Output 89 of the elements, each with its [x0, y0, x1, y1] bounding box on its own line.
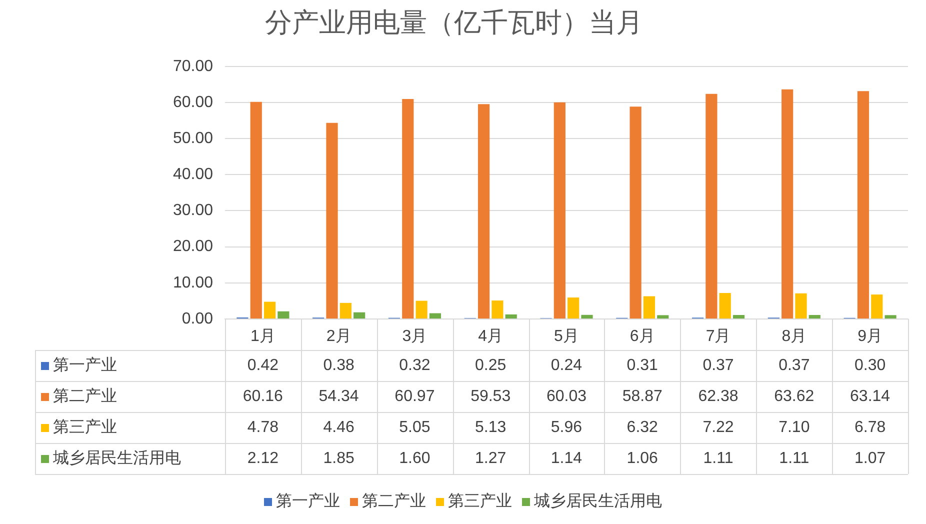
data-label: 1.06	[626, 450, 658, 468]
data-label: 62.38	[698, 388, 738, 406]
data-label: 0.37	[778, 356, 810, 374]
bar	[568, 297, 580, 318]
bar	[808, 314, 820, 318]
x-tick-label: 4月	[478, 328, 504, 346]
data-label: 63.14	[850, 388, 890, 406]
data-label: 60.97	[394, 388, 435, 406]
y-tick-label: 70.00	[172, 58, 214, 75]
x-tick-label: 6月	[630, 328, 655, 346]
data-label: 0.25	[475, 356, 506, 374]
text: 第二产业	[362, 493, 426, 510]
bar	[732, 314, 745, 318]
data-label: 4.46	[323, 418, 354, 436]
data-label: 4.78	[247, 418, 278, 436]
data-label: 60.16	[242, 388, 283, 406]
x-tick-label: 5月	[554, 328, 579, 346]
y-tick-label: 30.00	[172, 202, 214, 220]
bar	[492, 300, 504, 318]
data-label: 0.38	[323, 356, 354, 374]
bar	[278, 311, 290, 318]
bar	[402, 98, 414, 318]
bar	[554, 102, 566, 318]
bar	[354, 312, 366, 318]
bar	[581, 314, 593, 318]
legend-label: 第二产业	[53, 386, 117, 407]
bar	[326, 122, 338, 318]
legend-label: 第三产业	[448, 492, 512, 512]
data-label: 59.53	[470, 388, 511, 406]
legend-label: 第一产业	[53, 356, 117, 376]
bar	[643, 296, 656, 318]
y-tick-label: 40.00	[172, 166, 214, 184]
data-label: 0.37	[702, 356, 734, 374]
bar	[429, 313, 442, 318]
bar	[857, 91, 870, 318]
bar	[782, 89, 794, 318]
legend-label: 城乡居民生活用电	[53, 448, 181, 469]
data-label: 0.42	[247, 356, 278, 374]
data-label: 1.11	[779, 450, 810, 468]
bar	[505, 314, 517, 318]
data-label: 1.60	[399, 450, 430, 468]
bar	[630, 106, 642, 318]
bar	[264, 302, 276, 318]
data-label: 60.03	[546, 388, 586, 406]
data-label: 1.27	[475, 450, 506, 468]
y-tick-label: 10.00	[172, 274, 214, 292]
data-label: 54.34	[318, 388, 359, 406]
data-label: 0.31	[626, 356, 658, 374]
data-label: 6.32	[626, 418, 658, 436]
bar	[795, 293, 807, 318]
data-label: 0.24	[550, 356, 582, 374]
x-tick-label: 8月	[782, 328, 807, 346]
bar	[250, 102, 262, 318]
data-label: 58.87	[622, 388, 662, 406]
data-label: 1.11	[703, 450, 734, 468]
bar	[706, 94, 718, 318]
text: 第三产业	[53, 419, 117, 436]
data-label: 1.85	[323, 450, 354, 468]
y-tick-label: 20.00	[172, 238, 214, 256]
data-label: 5.05	[399, 418, 430, 436]
data-label: 63.62	[774, 388, 814, 406]
text: 第一产业	[276, 493, 340, 510]
x-tick-label: 7月	[706, 328, 731, 346]
bar	[478, 104, 490, 318]
data-label: 2.12	[247, 450, 278, 468]
data-label: 7.22	[702, 418, 734, 436]
y-tick-label: 0.00	[182, 310, 214, 328]
x-tick-label: 1月	[250, 328, 276, 346]
data-label: 0.32	[399, 356, 430, 374]
data-label: 1.14	[550, 450, 582, 468]
x-tick-label: 3月	[402, 328, 428, 346]
bar	[416, 300, 428, 318]
data-label: 6.78	[854, 418, 886, 436]
bar	[719, 292, 731, 318]
y-tick-label: 50.00	[172, 130, 214, 147]
y-tick-label: 60.00	[172, 94, 214, 111]
bar	[340, 302, 352, 318]
chart-title: 分产业用电量（亿千瓦时）当月	[265, 8, 643, 38]
text: 城乡居民生活用电	[534, 493, 662, 510]
data-label: 7.10	[778, 418, 810, 436]
data-label: 1.07	[854, 450, 886, 468]
data-label: 0.30	[854, 356, 886, 374]
data-label: 5.13	[475, 418, 506, 436]
bar	[884, 315, 896, 318]
data-label: 5.96	[550, 418, 582, 436]
bar	[871, 294, 883, 318]
x-tick-label: 9月	[858, 328, 883, 346]
x-tick-label: 2月	[326, 328, 352, 346]
bar	[657, 315, 669, 318]
